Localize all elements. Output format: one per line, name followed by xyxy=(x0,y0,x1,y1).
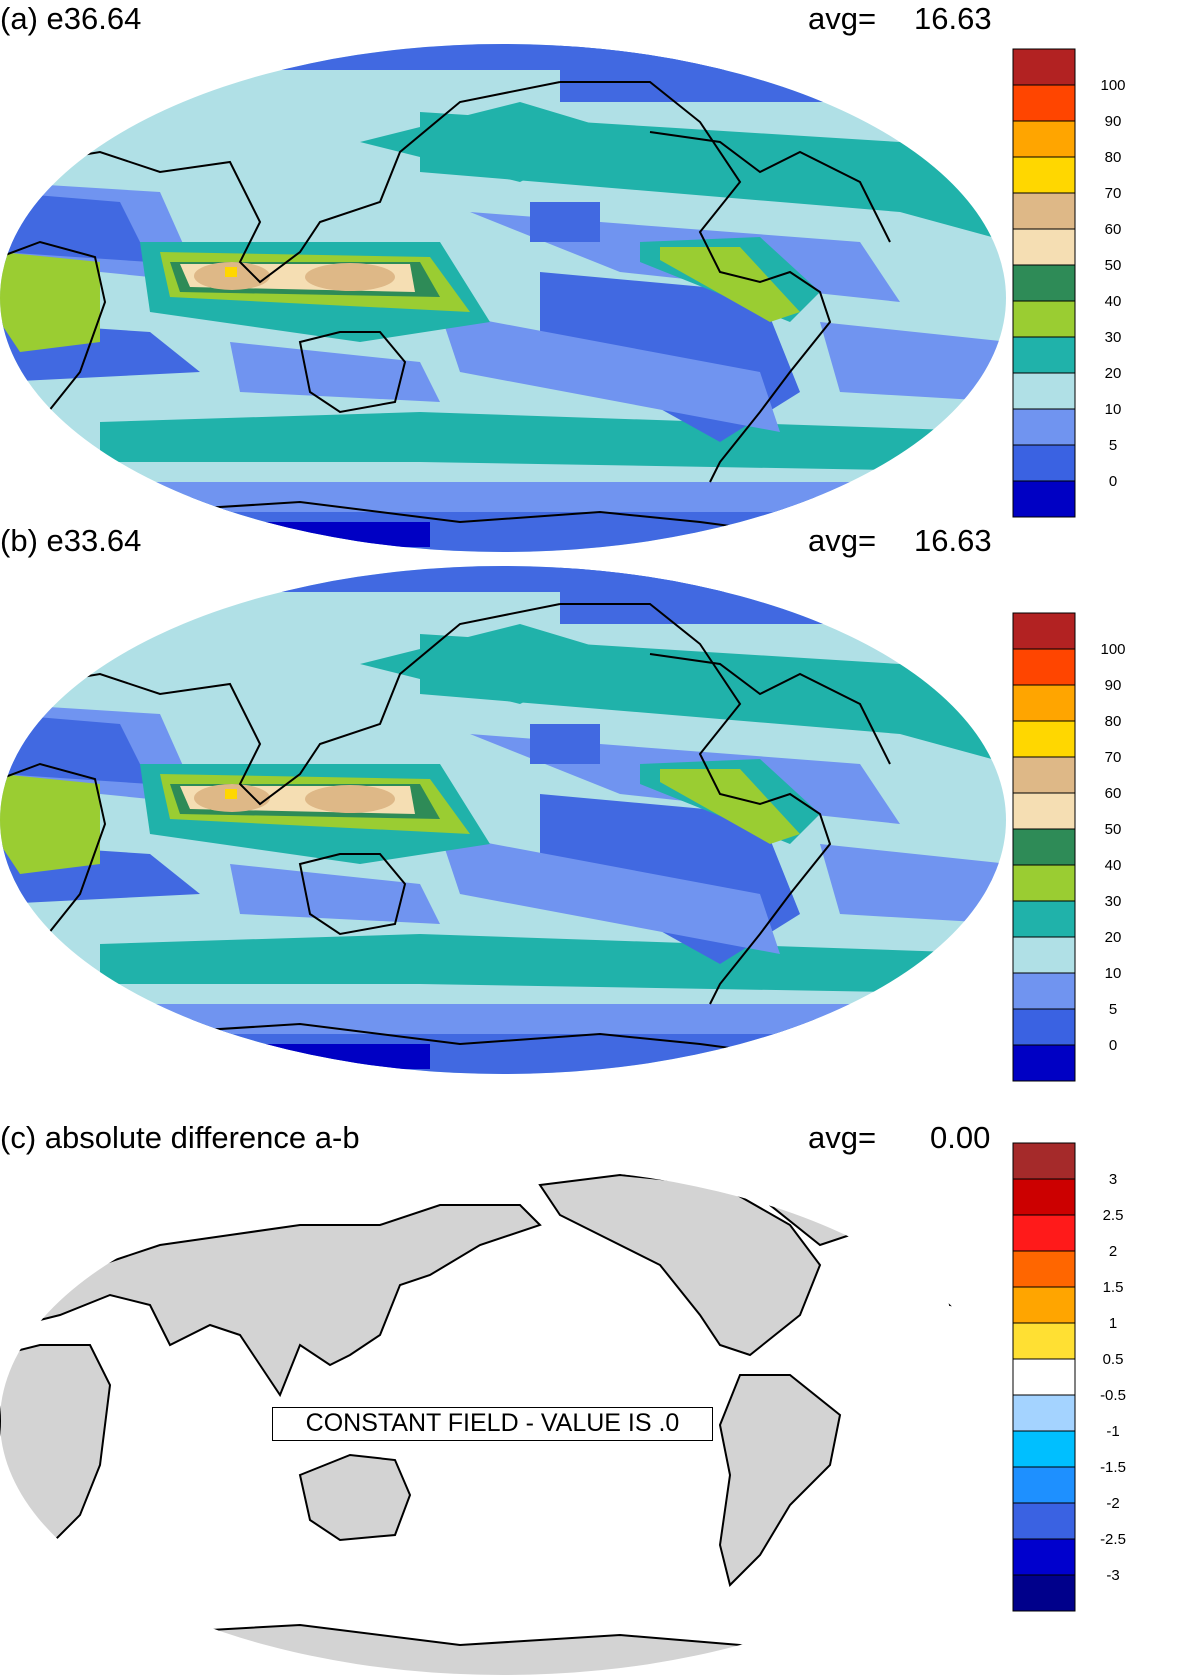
panel-c-colorbar-swatch xyxy=(1012,1574,1076,1612)
panel-a-colorbar-swatch xyxy=(1012,48,1076,86)
panel-b-colorbar-tick-label: 80 xyxy=(1105,713,1122,730)
panel-c-colorbar-tick-label: 2.5 xyxy=(1103,1207,1124,1224)
panel-a-colorbar-tick-label: 30 xyxy=(1105,329,1122,346)
panel-a-colorbar-swatch xyxy=(1012,300,1076,338)
panel-b-colorbar-tick-label: 10 xyxy=(1105,965,1122,982)
panel-a-colorbar-tick-label: 10 xyxy=(1105,401,1122,418)
panel-c-avg-value: 0.00 xyxy=(930,1120,991,1155)
panel-a-colorbar-swatch xyxy=(1012,120,1076,158)
panel-c-colorbar-tick-label: 1.5 xyxy=(1103,1279,1124,1296)
panel-c-colorbar-tick-label: 2 xyxy=(1109,1243,1117,1260)
panel-a-colorbar-swatch xyxy=(1012,228,1076,266)
panel-c-colorbar-swatch xyxy=(1012,1214,1076,1252)
panel-a-colorbar-swatch xyxy=(1012,372,1076,410)
panel-c-colorbar-swatch xyxy=(1012,1178,1076,1216)
panel-b-colorbar-swatch xyxy=(1012,936,1076,974)
panel-b-colorbar-swatch xyxy=(1012,792,1076,830)
panel-a-colorbar-tick-label: 40 xyxy=(1105,293,1122,310)
panel-b-colorbar-swatch xyxy=(1012,612,1076,650)
panel-a-avg-value: 16.63 xyxy=(914,1,992,36)
panel-c-colorbar-swatch xyxy=(1012,1358,1076,1396)
panel-c-colorbar-tick-label: -1.5 xyxy=(1100,1459,1126,1476)
panel-a-colorbar-swatch xyxy=(1012,336,1076,374)
panel-a-colorbar-tick-label: 70 xyxy=(1105,185,1122,202)
panel-a-colorbar-tick-label: 20 xyxy=(1105,365,1122,382)
panel-a-colorbar-swatch xyxy=(1012,192,1076,230)
panel-a-title: (a) e36.64 xyxy=(0,1,142,36)
panel-c-colorbar-tick-label: 1 xyxy=(1109,1315,1117,1332)
panel-a-map xyxy=(0,44,1006,552)
panel-a-avg-label: avg= xyxy=(808,1,877,36)
panel-b-title: (b) e33.64 xyxy=(0,523,142,558)
panel-c-map xyxy=(0,1167,1006,1675)
panel-a-colorbar-tick-label: 5 xyxy=(1109,437,1117,454)
panel-b-colorbar-tick-label: 90 xyxy=(1105,677,1122,694)
panel-b-colorbar-swatch xyxy=(1012,1044,1076,1082)
panel-b-colorbar-tick-label: 60 xyxy=(1105,785,1122,802)
panel-c-colorbar-swatch xyxy=(1012,1394,1076,1432)
panel-c-colorbar-tick-label: -3 xyxy=(1106,1567,1119,1584)
panel-b-colorbar-swatch xyxy=(1012,684,1076,722)
panel-c-colorbar-swatch xyxy=(1012,1286,1076,1324)
panel-b-colorbar-swatch xyxy=(1012,648,1076,686)
panel-b-colorbar-swatch xyxy=(1012,756,1076,794)
panel-c-colorbar-swatch xyxy=(1012,1502,1076,1540)
panel-a-colorbar-swatch xyxy=(1012,480,1076,518)
panel-b-colorbar-tick-label: 20 xyxy=(1105,929,1122,946)
panel-b-colorbar-tick-label: 70 xyxy=(1105,749,1122,766)
panel-a-colorbar-swatch xyxy=(1012,84,1076,122)
panel-a-colorbar-swatch xyxy=(1012,408,1076,446)
panel-a-colorbar-tick-label: 90 xyxy=(1105,113,1122,130)
panel-a-colorbar-swatch xyxy=(1012,444,1076,482)
panel-a-colorbar-tick-label: 80 xyxy=(1105,149,1122,166)
panel-c-colorbar: -3 -2.5 -2 -1.5 -1 -0.5 0.5 1 1.5 2 2.5 3 xyxy=(1012,1142,1126,1612)
panel-c-colorbar-swatch xyxy=(1012,1466,1076,1504)
panel-a-colorbar-tick-label: 60 xyxy=(1105,221,1122,238)
panel-b-avg-label: avg= xyxy=(808,523,877,558)
panel-c-title: (c) absolute difference a-b xyxy=(0,1120,360,1155)
panel-b-avg-value: 16.63 xyxy=(914,523,992,558)
panel-c-colorbar-swatch xyxy=(1012,1142,1076,1180)
panel-b-colorbar-swatch xyxy=(1012,864,1076,902)
panel-c-avg-label: avg= xyxy=(808,1120,877,1155)
panel-b-colorbar: 0 5 10 20 30 40 50 60 70 80 90 100 xyxy=(1012,612,1126,1082)
panel-a-colorbar: 0 5 10 20 30 40 50 60 70 80 90 100 xyxy=(1012,48,1126,518)
panel-b-colorbar-swatch xyxy=(1012,1008,1076,1046)
panel-c-colorbar-tick-label: 0.5 xyxy=(1103,1351,1124,1368)
panel-c-colorbar-swatch xyxy=(1012,1430,1076,1468)
panel-a-colorbar-swatch xyxy=(1012,156,1076,194)
panel-b-colorbar-swatch xyxy=(1012,828,1076,866)
panel-c-colorbar-tick-label: -1 xyxy=(1106,1423,1119,1440)
panel-b-colorbar-tick-label: 5 xyxy=(1109,1001,1117,1018)
panel-a-colorbar-swatch xyxy=(1012,264,1076,302)
panel-b-map xyxy=(0,566,1006,1074)
panel-c-colorbar-swatch xyxy=(1012,1538,1076,1576)
panel-b-colorbar-tick-label: 30 xyxy=(1105,893,1122,910)
constant-field-annotation: CONSTANT FIELD - VALUE IS .0 xyxy=(272,1407,713,1441)
panel-b-colorbar-swatch xyxy=(1012,720,1076,758)
panel-a-colorbar-tick-label: 100 xyxy=(1100,77,1125,94)
panel-c-colorbar-tick-label: -2 xyxy=(1106,1495,1119,1512)
panel-c-colorbar-swatch xyxy=(1012,1322,1076,1360)
panel-b-colorbar-tick-label: 100 xyxy=(1100,641,1125,658)
panel-b-colorbar-swatch xyxy=(1012,972,1076,1010)
panel-c-colorbar-tick-label: -2.5 xyxy=(1100,1531,1126,1548)
panel-a-colorbar-tick-label: 0 xyxy=(1109,473,1117,490)
panel-c-colorbar-tick-label: -0.5 xyxy=(1100,1387,1126,1404)
panel-c-colorbar-swatch xyxy=(1012,1250,1076,1288)
panel-b-colorbar-tick-label: 50 xyxy=(1105,821,1122,838)
panel-b-colorbar-swatch xyxy=(1012,900,1076,938)
panel-b-colorbar-tick-label: 0 xyxy=(1109,1037,1117,1054)
panel-c-colorbar-tick-label: 3 xyxy=(1109,1171,1117,1188)
panel-a-colorbar-tick-label: 50 xyxy=(1105,257,1122,274)
panel-b-colorbar-tick-label: 40 xyxy=(1105,857,1122,874)
